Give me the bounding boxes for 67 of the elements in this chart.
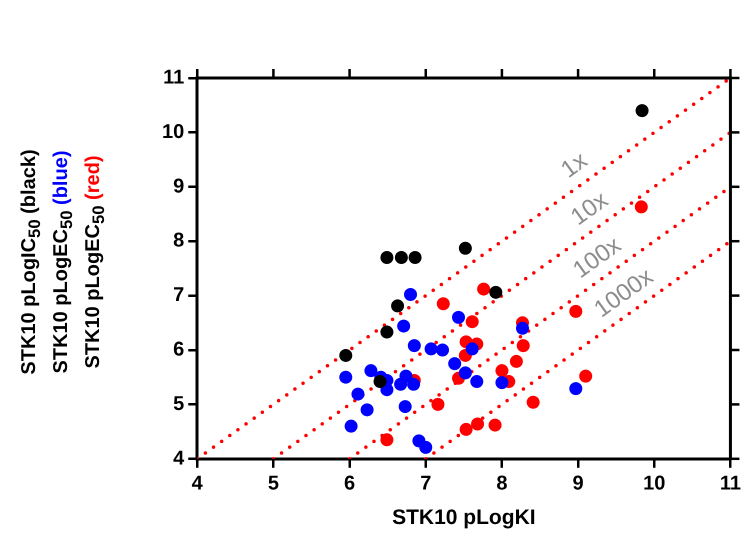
point: [466, 342, 479, 356]
point: [458, 242, 472, 255]
y-tick-label: 11: [163, 66, 184, 89]
point: [516, 339, 530, 352]
point: [364, 364, 378, 378]
point: [398, 400, 412, 414]
point: [419, 440, 432, 454]
point: [407, 378, 420, 391]
y-tick-label: 6: [173, 338, 184, 361]
point: [339, 370, 352, 384]
x-axis-title: STK10 pLogKI: [392, 506, 536, 530]
x-tick-label: 10: [643, 472, 666, 494]
point: [380, 433, 394, 446]
y-tick-label: 10: [162, 120, 184, 143]
point: [636, 104, 649, 118]
point: [489, 286, 502, 299]
point: [452, 310, 466, 324]
point: [470, 375, 484, 388]
point: [431, 398, 444, 411]
point: [391, 299, 404, 312]
point: [436, 344, 450, 356]
point: [374, 375, 387, 388]
x-tick-label: 11: [720, 472, 742, 494]
point: [360, 403, 374, 416]
point: [579, 370, 592, 383]
y-tick-label: 5: [173, 392, 184, 415]
x-tick-label: 9: [572, 472, 584, 494]
point: [404, 288, 418, 302]
point: [351, 388, 364, 401]
y-tick-label: 4: [173, 447, 186, 470]
point: [397, 320, 410, 333]
point: [448, 357, 462, 370]
point: [380, 326, 394, 339]
y-tick-label: 9: [173, 175, 184, 198]
point: [380, 251, 394, 264]
point: [380, 383, 394, 396]
point: [466, 315, 479, 328]
point: [488, 418, 502, 432]
annotation: 10x: [566, 186, 613, 231]
point: [408, 339, 421, 352]
point: [339, 348, 352, 362]
y-tick-label: 7: [173, 284, 184, 306]
x-tick-label: 5: [268, 472, 279, 494]
point: [399, 370, 412, 383]
point: [510, 354, 523, 368]
point: [495, 376, 508, 390]
point: [569, 304, 582, 318]
x-tick-label: 4: [192, 472, 204, 494]
point: [526, 396, 540, 409]
point: [471, 417, 484, 430]
point: [458, 366, 472, 380]
point: [495, 364, 508, 378]
x-tick-label: 8: [496, 472, 508, 494]
x-tick-label: 7: [420, 472, 432, 494]
point: [569, 382, 582, 396]
y-tick-label: 8: [173, 230, 184, 252]
x-tick-label: 6: [344, 472, 356, 494]
point: [436, 297, 450, 310]
point: [477, 282, 490, 296]
point: [516, 322, 529, 335]
point: [394, 251, 408, 264]
point: [408, 251, 422, 264]
point: [460, 422, 473, 436]
annotation: 1x: [556, 146, 592, 184]
point: [344, 420, 358, 433]
point: [424, 342, 438, 356]
point: [634, 200, 648, 214]
